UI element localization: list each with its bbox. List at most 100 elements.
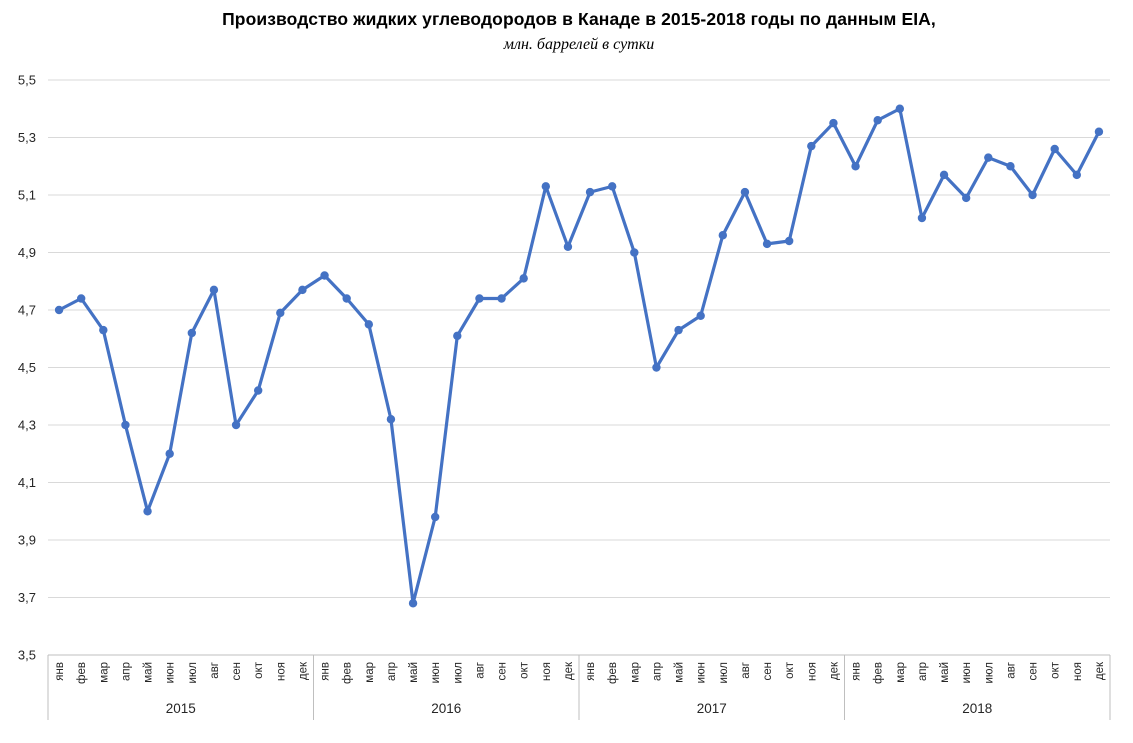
data-point-marker bbox=[99, 325, 108, 335]
x-month-label: авг bbox=[740, 662, 752, 679]
data-point-marker bbox=[674, 325, 683, 335]
data-point-marker bbox=[475, 294, 484, 303]
year-label: 2017 bbox=[697, 701, 727, 716]
data-point-marker bbox=[740, 187, 750, 197]
x-month-label: мар bbox=[98, 662, 110, 683]
x-month-label: май bbox=[408, 662, 420, 683]
data-point-marker bbox=[585, 187, 595, 197]
data-point-marker bbox=[386, 415, 396, 424]
x-month-label: июн bbox=[430, 662, 442, 683]
data-point-marker bbox=[984, 153, 993, 162]
data-point-marker bbox=[519, 274, 528, 283]
x-month-label: янв bbox=[320, 662, 332, 681]
x-month-label: фев bbox=[76, 662, 88, 684]
x-month-label: янв bbox=[851, 662, 863, 681]
data-point-marker bbox=[320, 271, 329, 280]
x-month-label: мар bbox=[895, 662, 907, 683]
x-month-label: янв bbox=[54, 662, 66, 681]
x-month-label: окт bbox=[1050, 661, 1062, 679]
y-tick-label: 3,7 bbox=[18, 590, 36, 605]
data-point-marker bbox=[696, 311, 705, 320]
data-point-marker bbox=[630, 248, 639, 257]
x-month-label: май bbox=[143, 662, 155, 683]
data-point-marker bbox=[453, 331, 462, 341]
data-point-marker bbox=[829, 118, 838, 128]
x-month-label: авг bbox=[1005, 662, 1017, 679]
chart-title: Производство жидких углеводородов в Кана… bbox=[222, 9, 936, 29]
x-month-label: апр bbox=[120, 662, 132, 681]
x-month-label: мар bbox=[364, 662, 376, 683]
x-month-label: июн bbox=[961, 662, 973, 683]
x-month-label: авг bbox=[474, 662, 486, 679]
x-month-label: сен bbox=[762, 662, 774, 681]
x-month-label: ноя bbox=[1072, 662, 1084, 681]
data-point-marker bbox=[961, 193, 971, 203]
data-point-marker bbox=[76, 294, 86, 303]
x-month-label: июн bbox=[165, 662, 177, 683]
year-label: 2018 bbox=[962, 701, 992, 716]
data-point-marker bbox=[364, 320, 374, 329]
year-label: 2016 bbox=[431, 701, 461, 716]
data-point-marker bbox=[541, 182, 551, 191]
data-point-marker bbox=[54, 305, 64, 315]
x-month-label: окт bbox=[784, 661, 796, 679]
x-month-label: июл bbox=[983, 662, 995, 684]
x-month-label: июл bbox=[452, 662, 464, 684]
data-point-marker bbox=[1050, 144, 1059, 154]
x-month-label: фев bbox=[607, 662, 619, 684]
x-month-label: фев bbox=[342, 662, 354, 684]
data-point-marker bbox=[298, 285, 307, 295]
year-label: 2015 bbox=[166, 701, 196, 716]
y-tick-label: 4,3 bbox=[18, 418, 36, 433]
data-point-marker bbox=[917, 213, 927, 223]
data-point-marker bbox=[408, 599, 418, 608]
x-month-label: ноя bbox=[275, 662, 287, 681]
data-point-marker bbox=[276, 308, 285, 318]
data-point-marker bbox=[231, 420, 241, 430]
x-month-label: дек bbox=[297, 661, 309, 680]
y-tick-label: 4,7 bbox=[18, 303, 36, 318]
data-point-marker bbox=[253, 386, 263, 395]
y-tick-label: 3,5 bbox=[18, 648, 36, 663]
x-month-label: сен bbox=[231, 662, 243, 681]
data-point-marker bbox=[652, 363, 661, 372]
data-point-marker bbox=[209, 285, 219, 295]
x-month-label: ноя bbox=[806, 662, 818, 681]
data-point-marker bbox=[851, 162, 860, 171]
data-point-marker bbox=[1072, 170, 1082, 180]
y-tick-label: 5,1 bbox=[18, 188, 36, 203]
production-line bbox=[57, 107, 1101, 605]
x-month-label: сен bbox=[1028, 662, 1040, 681]
y-tick-label: 5,3 bbox=[18, 130, 36, 145]
x-month-label: июл bbox=[718, 662, 730, 684]
data-point-marker bbox=[342, 294, 351, 303]
data-point-marker bbox=[939, 170, 949, 180]
x-month-label: май bbox=[939, 662, 951, 683]
x-month-label: июл bbox=[187, 662, 199, 684]
data-point-marker bbox=[873, 116, 882, 125]
x-month-label: мар bbox=[629, 662, 641, 683]
chart-subtitle: млн. баррелей в сутки bbox=[503, 36, 655, 53]
data-point-marker bbox=[121, 420, 130, 430]
x-month-label: апр bbox=[386, 662, 398, 681]
data-point-marker bbox=[187, 328, 197, 338]
data-point-marker bbox=[762, 239, 772, 249]
data-point-marker bbox=[607, 182, 617, 191]
x-month-label: дек bbox=[563, 661, 575, 680]
y-tick-label: 4,1 bbox=[18, 475, 36, 490]
data-point-marker bbox=[1094, 127, 1104, 136]
data-point-marker bbox=[784, 236, 794, 246]
data-point-marker bbox=[895, 104, 905, 113]
x-month-label: май bbox=[674, 662, 686, 683]
x-month-label: окт bbox=[253, 661, 265, 679]
y-tick-label: 3,9 bbox=[18, 533, 36, 548]
data-point-marker bbox=[430, 512, 440, 522]
x-month-label: ноя bbox=[541, 662, 553, 681]
data-point-marker bbox=[718, 231, 728, 240]
x-month-label: июн bbox=[696, 662, 708, 683]
x-month-label: янв bbox=[585, 662, 597, 681]
x-month-label: дек bbox=[1094, 661, 1106, 680]
